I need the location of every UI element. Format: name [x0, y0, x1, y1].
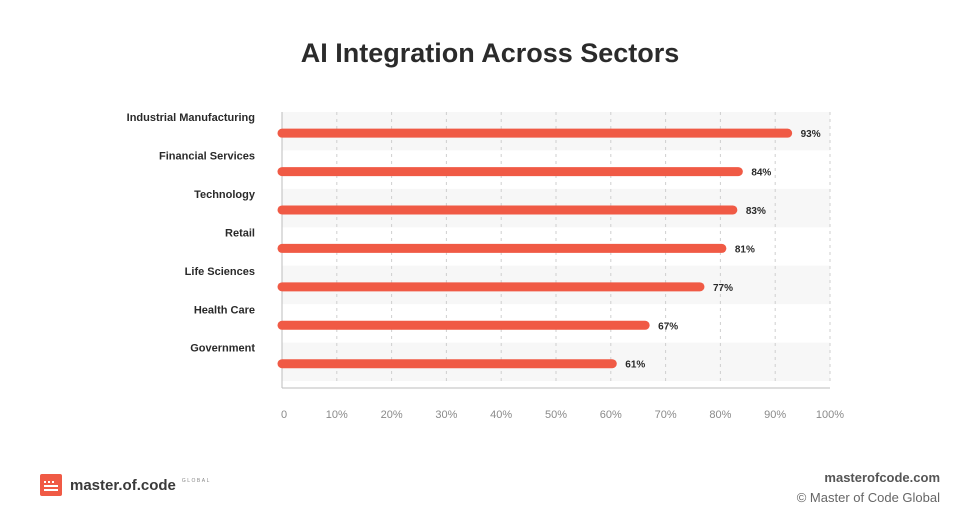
footer-credits: masterofcode.com © Master of Code Global — [797, 470, 940, 505]
x-tick-label: 100% — [816, 409, 844, 421]
value-label: 84% — [751, 168, 771, 179]
value-label: 93% — [801, 129, 821, 140]
x-tick-label: 20% — [381, 409, 403, 421]
footer-copyright: © Master of Code Global — [796, 490, 940, 505]
category-label: Life Sciences — [185, 266, 255, 278]
x-tick-label: 40% — [490, 409, 512, 421]
value-label: 83% — [746, 206, 766, 217]
logo-subtext: GLOBAL — [181, 478, 211, 484]
x-tick-label: 10% — [326, 409, 348, 421]
chart-title: AI Integration Across Sectors — [300, 38, 680, 68]
category-label: Retail — [225, 227, 255, 239]
category-label: Technology — [194, 189, 256, 201]
brand-logo: master.of.code GLOBAL — [40, 474, 211, 496]
logo-mark-icon — [40, 474, 62, 496]
footer-site: masterofcode.com — [824, 470, 940, 485]
x-tick-label: 70% — [655, 409, 677, 421]
value-label: 77% — [713, 283, 733, 294]
x-tick-label: 50% — [545, 409, 567, 421]
logo-text: master.of.code — [70, 476, 176, 494]
x-tick-label: 60% — [600, 409, 622, 421]
x-tick-label: 90% — [764, 409, 786, 421]
value-label: 81% — [735, 244, 755, 255]
x-tick-label: 0 — [281, 409, 287, 421]
category-label: Industrial Manufacturing — [127, 112, 255, 124]
category-label: Health Care — [194, 304, 255, 316]
x-tick-label: 80% — [709, 409, 731, 421]
value-label: 61% — [625, 360, 645, 371]
category-label: Government — [190, 343, 255, 355]
x-tick-label: 30% — [435, 409, 457, 421]
value-label: 67% — [658, 321, 678, 332]
category-label: Financial Services — [159, 151, 255, 163]
